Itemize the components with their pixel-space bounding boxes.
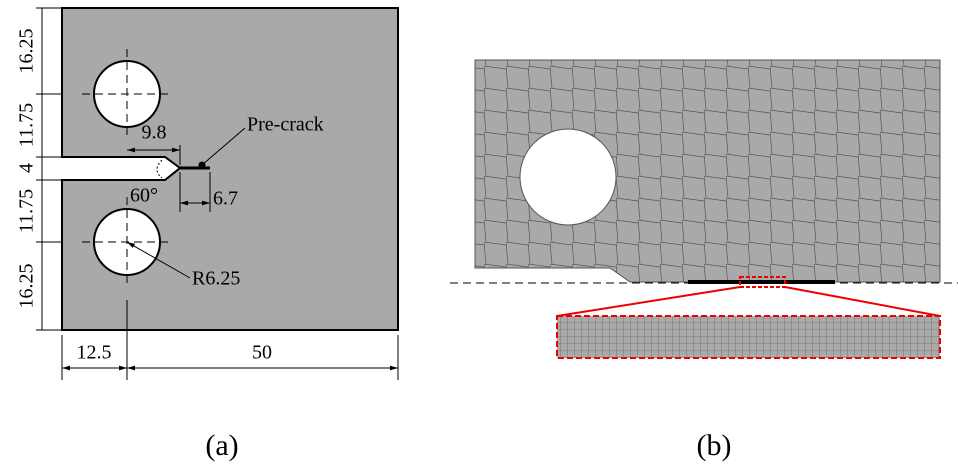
dim: 6.7 bbox=[213, 188, 238, 210]
dim: 11.75 bbox=[16, 189, 38, 233]
caption: (b) bbox=[697, 429, 732, 462]
hole bbox=[520, 129, 616, 225]
zoom-lines bbox=[557, 287, 940, 316]
dim: 16.25 bbox=[16, 29, 38, 74]
dim: 4 bbox=[16, 163, 38, 173]
dim: 9.8 bbox=[142, 122, 167, 144]
zoom-view bbox=[557, 316, 940, 358]
panel-a: Pre-crack 16.25 11.75 4 11.75 16.25 12.5… bbox=[16, 8, 398, 462]
dim: 50 bbox=[252, 342, 272, 364]
dim: 16.25 bbox=[16, 264, 38, 309]
angle-arc bbox=[157, 160, 162, 178]
left-dim bbox=[36, 8, 62, 330]
dim: R6.25 bbox=[192, 268, 240, 290]
figure: Pre-crack 16.25 11.75 4 11.75 16.25 12.5… bbox=[0, 0, 958, 468]
dim: 11.75 bbox=[16, 103, 38, 147]
dim: 12.5 bbox=[77, 342, 112, 364]
panel-b: (b) bbox=[450, 60, 958, 462]
caption: (a) bbox=[205, 429, 238, 462]
dim: 60° bbox=[130, 185, 158, 207]
pre-crack-label: Pre-crack bbox=[247, 114, 324, 136]
